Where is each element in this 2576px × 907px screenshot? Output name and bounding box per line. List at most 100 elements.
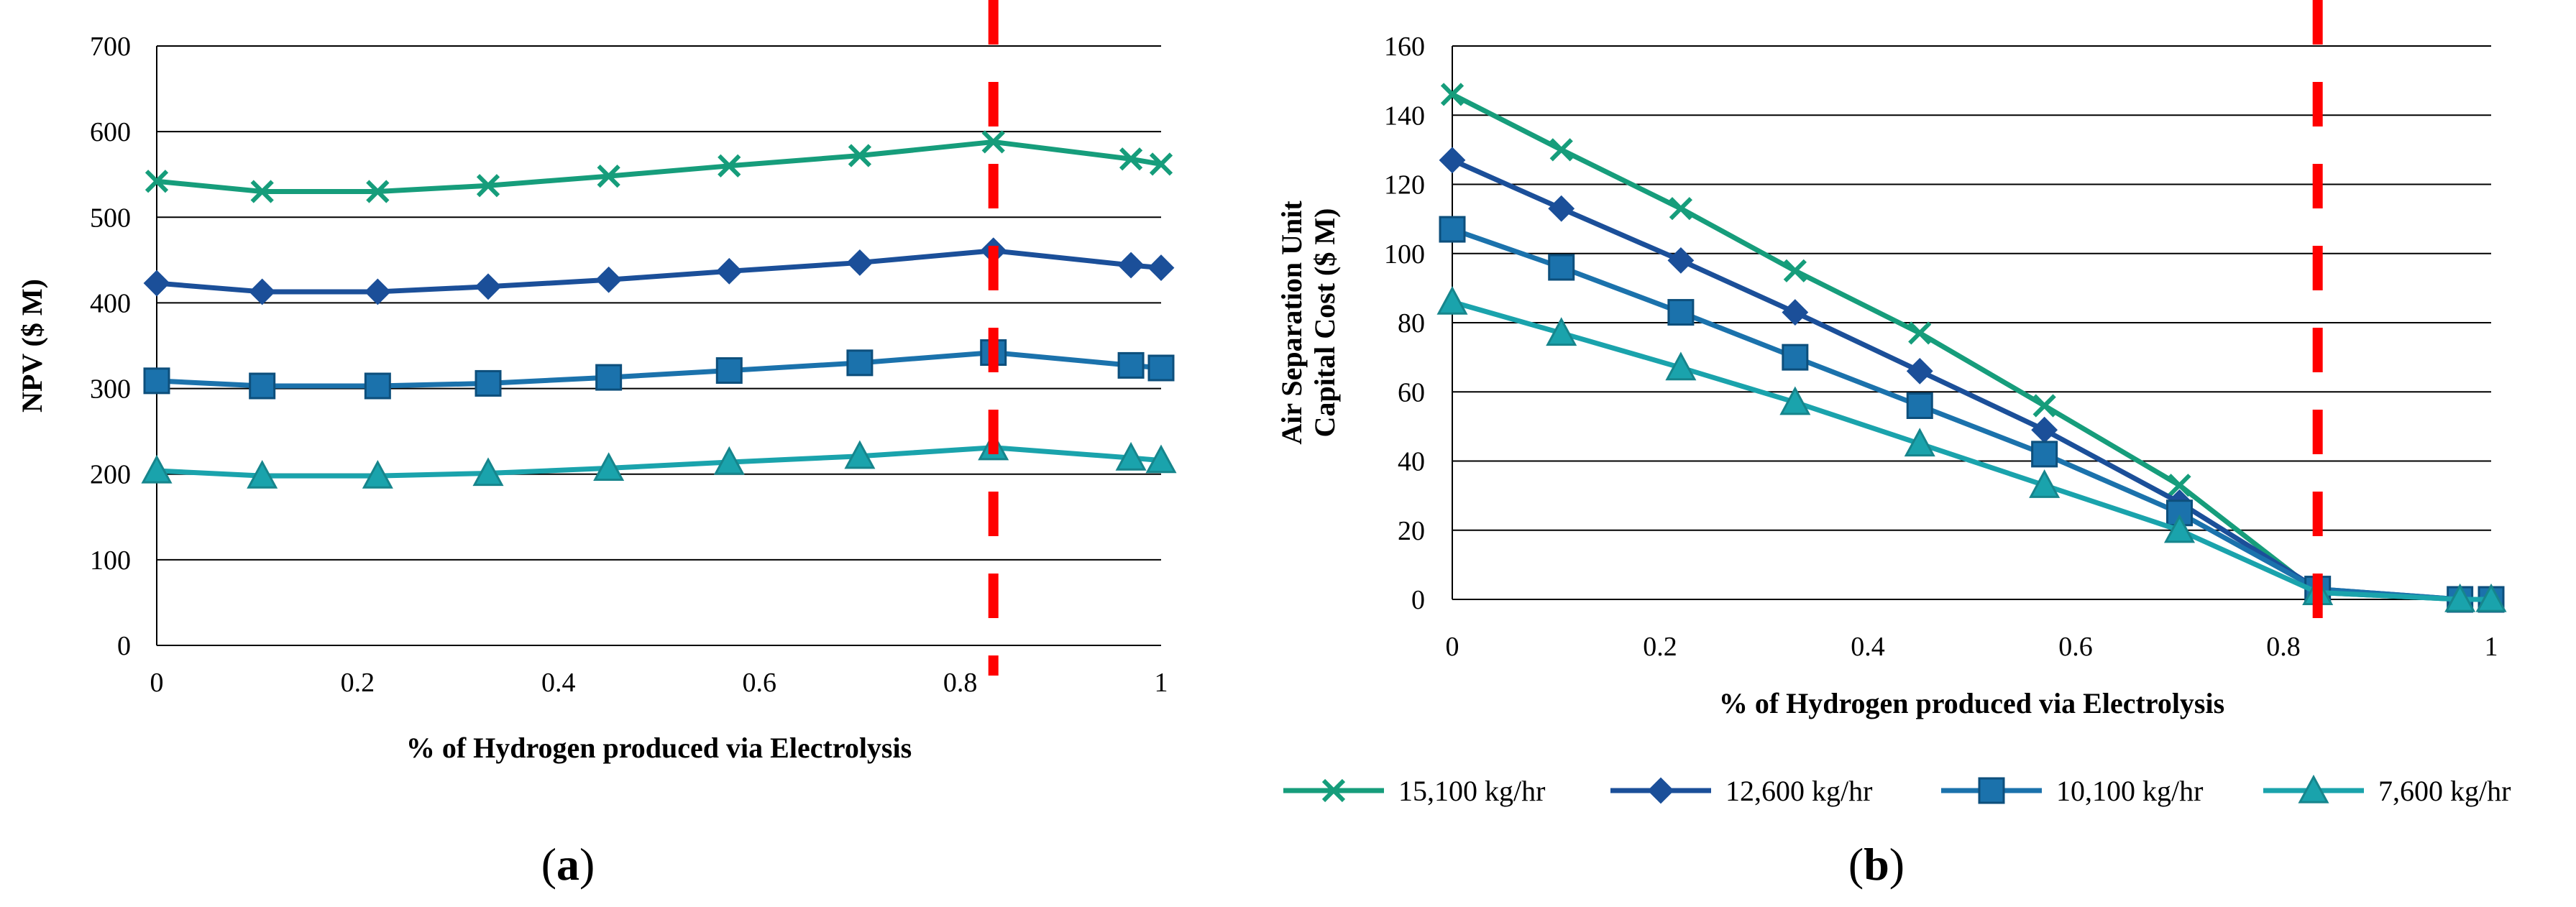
data-point [1667,247,1695,274]
series-line [1451,157,2491,602]
series-line [156,445,1162,479]
x-tick-label: 0 [150,668,164,698]
data-point [249,278,276,305]
legend-label: 7,600 kg/hr [2378,775,2511,807]
series-diamond [143,237,1175,305]
x-tick-label: 0.4 [541,668,576,698]
data-point [597,164,620,188]
data-point [1147,254,1175,281]
data-point [981,130,1005,154]
data-point [366,180,390,203]
data-point [1117,351,1145,379]
data-point [2168,474,2191,497]
data-point [848,144,872,167]
data-point [2163,514,2196,543]
data-point [1119,147,1143,171]
legend-marker [1321,778,1346,803]
data-point [1906,357,1933,385]
series-line [156,248,1162,295]
y-tick-label: 100 [90,545,131,576]
data-point [846,349,874,377]
data-point [844,440,876,469]
y-axis-title: NPV ($ M) [16,279,48,413]
y-tick-label: 0 [117,631,131,661]
y-tick-label: 100 [1384,239,1425,270]
data-point [1665,351,1697,381]
y-tick-label: 0 [1411,585,1425,615]
legend: 15,100 kg/hr 12,600 kg/hr 10,100 kg/hr 7,60… [1283,774,2511,807]
data-point [718,154,741,178]
y-axis-title-line: Air Separation Unit [1275,201,1308,445]
legend-marker [1647,777,1674,804]
data-point [595,364,623,391]
y-tick-label: 300 [90,374,131,405]
x-tick-label: 0.8 [943,668,978,698]
chart-b: 0 20 40 60 80 100 120 140 160 0 0.2 0.4 0.6 0.8 1 % of … [1275,0,2507,890]
data-point [1439,147,1466,174]
data-point [1549,138,1573,162]
data-point [1147,354,1175,382]
data-point [593,452,625,482]
y-tick-label: 60 [1398,377,1425,408]
legend-item: 15,100 kg/hr [1283,775,1545,807]
y-tick-label: 20 [1398,516,1425,546]
data-point [1439,216,1466,243]
y-tick-label: 700 [90,32,131,62]
y-axis-title-line: Capital Cost ($ M) [1308,208,1341,438]
legend-item: 7,600 kg/hr [2263,774,2511,807]
data-point [715,357,743,385]
x-tick-label: 0 [1446,632,1459,662]
data-point [1908,321,1932,345]
series-square [1439,216,2505,613]
data-point [1548,254,1575,281]
x-axis-title: % of Hydrogen produced via Electrolysis [406,732,912,764]
y-tick-label: 40 [1398,447,1425,477]
data-point [2475,583,2507,612]
data-point [715,257,743,285]
series-diamond [1439,147,2505,613]
series-line [156,139,1162,195]
series-triangle [141,431,1177,489]
data-point [1117,252,1145,279]
x-tick-label: 0.6 [742,668,776,698]
data-point [364,278,391,305]
x-axis-title: % of Hydrogen produced via Electrolysis [1719,687,2224,719]
legend-label: 12,600 kg/hr [1725,775,1872,807]
legend-label: 10,100 kg/hr [2056,775,2203,807]
data-point [2032,394,2056,418]
legend-label: 15,100 kg/hr [1398,775,1545,807]
data-point [713,446,745,475]
data-point [362,459,393,489]
data-point [1669,197,1693,221]
y-tick-label: 400 [90,288,131,318]
y-tick-label: 160 [1384,32,1425,62]
series-line [156,350,1162,389]
data-point [143,270,170,297]
y-tick-label: 600 [90,117,131,147]
series-line [1451,226,2491,602]
panel-label: (a) [541,839,595,890]
data-point [1436,285,1468,315]
y-tick-label: 80 [1398,308,1425,339]
x-tick-label: 0.8 [2266,632,2301,662]
data-point [475,369,502,397]
x-tick-label: 0.6 [2058,632,2093,662]
legend-marker [2298,774,2329,804]
data-point [141,454,173,484]
data-point [249,372,276,400]
data-point [2029,469,2061,498]
data-point [476,174,500,198]
legend-marker [1978,777,2005,804]
data-point [1115,441,1147,471]
data-point [1548,195,1575,222]
chart-a: 0 100 200 300 400 500 600 700 0 0.2 0.4 0.6 0.8 1 % of… [16,0,1177,890]
data-point [1782,299,1809,326]
series-x [145,130,1173,203]
data-point [2444,583,2476,612]
data-point [472,457,504,487]
panel-label: (b) [1848,839,1905,890]
data-point [145,170,169,193]
data-point [1904,428,1935,457]
data-point [1546,317,1577,346]
